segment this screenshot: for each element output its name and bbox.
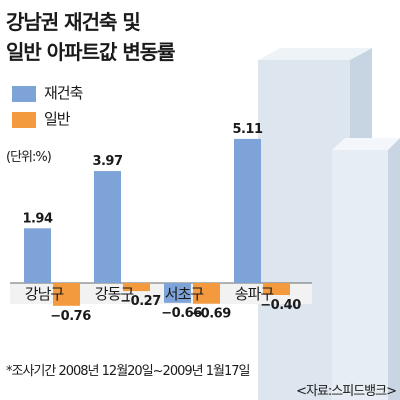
building-front-side [388,138,400,400]
bar-rebuild [94,171,121,283]
value-label: −0.40 [260,298,301,313]
source-label: <자료:스피드뱅크> [296,384,397,399]
bar-general [53,283,80,306]
legend-label-general: 일반 [44,110,71,128]
building-top [258,48,372,60]
bar-layer [24,138,290,306]
bar-general [123,283,150,292]
bar-rebuild [164,283,191,303]
legend-label-rebuild: 재건축 [44,84,83,102]
category-label: 강남구 [25,285,64,303]
value-label: 1.94 [22,211,53,226]
value-label: −0.76 [50,309,91,324]
legend: 재건축 일반 [10,82,130,134]
unit-label: (단위:%) [6,150,52,165]
category-baseline [10,283,312,304]
bar-general [193,283,220,304]
category-label: 서초구 [165,285,204,303]
value-label: −0.69 [190,307,231,322]
value-label: −0.27 [120,294,161,309]
category-label: 강동구 [95,285,134,303]
bar-rebuild [24,228,51,283]
legend-swatch-rebuild [12,86,36,102]
chart-title-line1: 강남권 재건축 및 [6,10,141,34]
bar-general [263,283,290,295]
survey-period-note: *조사기간 2008년 12월20일~2009년 1월17일 [6,364,250,379]
building-front-top [332,138,400,150]
bar-rebuild [234,138,261,283]
chart-title-line2: 일반 아파트값 변동률 [6,40,176,64]
building-illustration [258,48,400,400]
building-main-face [258,60,350,400]
label-layer: 강남구 1.94 −0.76 강동구 3.97 −0.27 서초구 −0.66−0.69 송파구… [22,122,301,324]
legend-swatch-general [12,112,36,128]
legend-item-rebuild: 재건축 [10,82,130,108]
building-front-face [332,150,388,400]
value-label: 5.11 [232,122,263,137]
value-label: 3.97 [92,154,123,169]
value-label: −0.66 [161,306,202,321]
category-label: 송파구 [235,285,274,303]
legend-item-general: 일반 [10,108,130,134]
